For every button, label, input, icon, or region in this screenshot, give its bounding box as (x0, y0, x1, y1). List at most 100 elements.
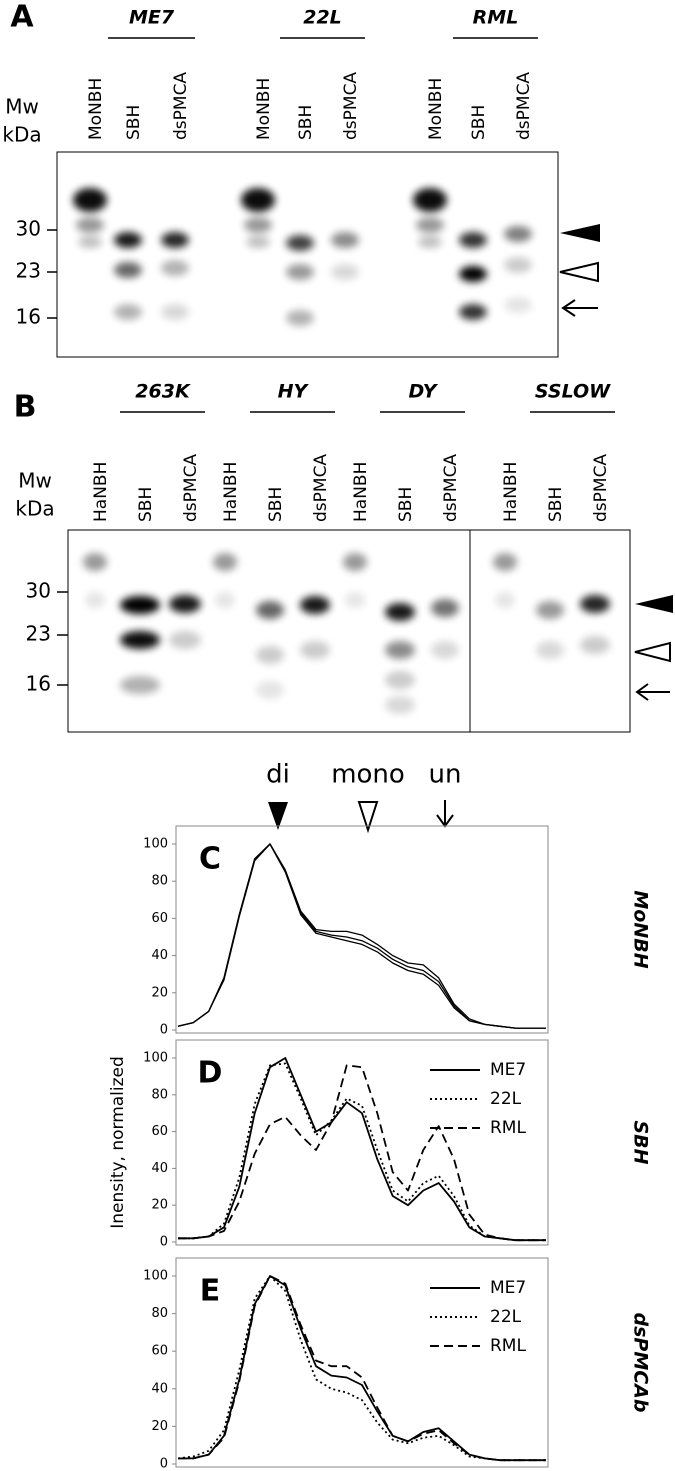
band (286, 264, 314, 280)
band (73, 188, 107, 212)
band (161, 232, 189, 248)
lane-label: HaNBH (351, 462, 371, 522)
band (114, 304, 142, 320)
mono-marker (357, 801, 379, 834)
legend-label: ME7 (490, 1278, 526, 1298)
band (244, 217, 272, 233)
band (256, 681, 284, 699)
side-label: SBH (630, 1120, 652, 1164)
mw-marker: 30 (16, 217, 41, 241)
lane-label: dsPMCA (311, 454, 331, 522)
y-tick-label: 60 (151, 1344, 168, 1359)
lane-label: MoNBH (254, 78, 274, 140)
di-marker (268, 802, 288, 830)
band (504, 257, 532, 273)
y-tick-label: 20 (151, 985, 168, 1000)
group-label: 22L (303, 7, 342, 29)
band (536, 641, 564, 659)
group-label: RML (473, 7, 519, 29)
mw-label: Mw (18, 469, 52, 493)
band (416, 217, 444, 233)
band (343, 553, 367, 571)
band (300, 596, 330, 614)
band (169, 631, 201, 649)
panel-letter: B (14, 390, 37, 425)
y-tick-label: 0 (160, 1023, 168, 1038)
series-line (177, 1275, 546, 1462)
band (161, 260, 189, 276)
un-marker (561, 299, 598, 317)
band (385, 696, 415, 714)
series-line (177, 843, 546, 1029)
panel-letter: E (200, 1274, 221, 1309)
band (256, 601, 284, 619)
y-tick-label: 0 (160, 1457, 168, 1471)
group-label: DY (408, 381, 438, 403)
band (286, 310, 314, 326)
lane-label: SBH (296, 105, 316, 140)
band (241, 188, 275, 212)
band (169, 595, 201, 613)
group-label: ME7 (129, 7, 175, 29)
lane-label: SBH (469, 105, 489, 140)
legend-label: 22L (490, 1307, 522, 1327)
legend-label: ME7 (490, 1060, 526, 1080)
blot-frame (56, 151, 559, 358)
y-tick-label: 80 (151, 1306, 168, 1321)
lane-label: HaNBH (221, 462, 241, 522)
y-tick-label: 40 (151, 948, 168, 963)
group-label: 263K (135, 381, 191, 403)
band (331, 264, 359, 280)
band (83, 553, 107, 571)
y-tick-label: 20 (151, 1198, 168, 1213)
y-tick-label: 60 (151, 911, 168, 926)
y-tick-label: 100 (143, 1269, 168, 1284)
lane-label: SBH (266, 487, 286, 522)
di-marker (560, 224, 600, 242)
band (120, 676, 160, 694)
mw-marker: 30 (26, 579, 51, 603)
mw-marker: 16 (16, 305, 41, 329)
group-label: HY (278, 381, 310, 403)
band (215, 592, 235, 608)
series-line (177, 843, 546, 1029)
lane-label: SBH (546, 487, 566, 522)
band (385, 603, 415, 621)
band (246, 236, 270, 248)
annotation: un (429, 760, 462, 790)
mw-marker: 16 (26, 672, 51, 696)
band (256, 646, 284, 664)
y-tick-label: 100 (143, 837, 168, 852)
lane-label: dsPMCA (514, 72, 534, 140)
plot-frame (175, 1257, 549, 1468)
band (504, 297, 532, 313)
panel-letter: C (199, 842, 221, 877)
lane-label: SBH (136, 487, 156, 522)
band (300, 641, 330, 659)
band (431, 599, 459, 617)
lane-label: MoNBH (426, 78, 446, 140)
series-line (178, 1275, 546, 1462)
side-label: dsPMCAb (630, 1313, 652, 1413)
band (85, 592, 105, 608)
y-tick-label: 40 (151, 1161, 168, 1176)
y-tick-label: 40 (151, 1381, 168, 1396)
band (161, 304, 189, 320)
band (413, 188, 447, 212)
lane-label: dsPMCA (441, 454, 461, 522)
y-tick-label: 20 (151, 1419, 168, 1434)
band (459, 232, 487, 248)
panel-letter: D (198, 1056, 223, 1091)
band (331, 232, 359, 248)
plot-frame (175, 1039, 549, 1246)
lane-label: HaNBH (91, 462, 111, 522)
kda-label: kDa (2, 123, 41, 147)
y-tick-label: 80 (151, 874, 168, 889)
lane-label: dsPMCA (181, 454, 201, 522)
band (495, 592, 515, 608)
di-marker (635, 595, 673, 613)
legend-label: RML (490, 1118, 526, 1138)
series-line (177, 843, 546, 1029)
legend-label: 22L (490, 1089, 522, 1109)
